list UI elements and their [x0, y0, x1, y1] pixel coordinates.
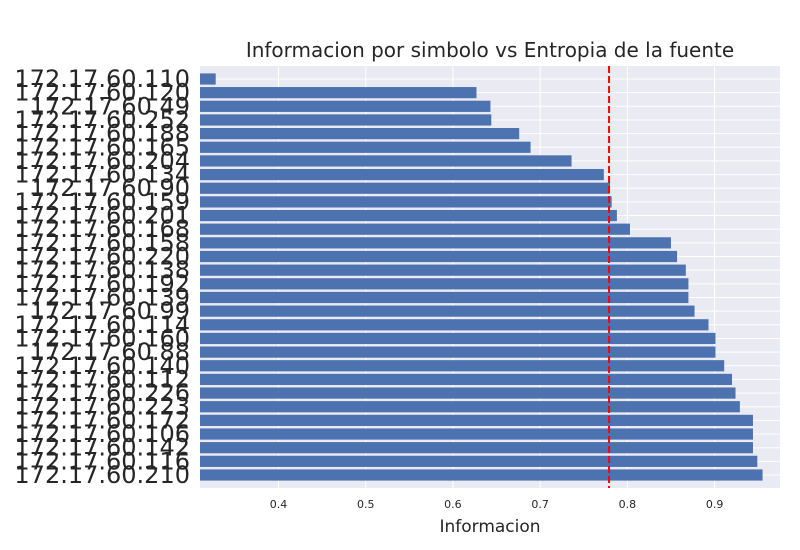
x-tick-label: 0.9	[706, 498, 724, 511]
y-tick-label: 172.17.60.110	[14, 65, 190, 93]
x-tick-label: 0.5	[357, 498, 375, 511]
bar	[200, 332, 716, 345]
y-tick-labels: 172.17.60.110172.17.60.120172.17.60.4917…	[14, 65, 190, 489]
bar	[200, 291, 689, 304]
y-tick-label: 172.17.60.192	[14, 270, 190, 298]
bar	[200, 100, 491, 112]
chart-title: Informacion por simbolo vs Entropia de l…	[246, 38, 734, 62]
bars	[200, 73, 763, 481]
bar	[200, 141, 531, 153]
y-tick-label: 172.17.60.142	[14, 434, 190, 462]
y-tick-label: 172.17.60.159	[14, 188, 190, 216]
bar	[200, 360, 725, 372]
x-axis-label: Informacion	[439, 517, 540, 537]
y-tick-label: 172.17.60.106	[14, 420, 190, 448]
bar	[200, 305, 695, 317]
bar	[200, 168, 604, 181]
bar	[200, 223, 630, 235]
bar	[200, 428, 753, 440]
y-tick-label: 172.17.60.90	[30, 174, 190, 202]
x-tick-label: 0.7	[531, 498, 549, 511]
bar	[200, 87, 477, 99]
x-tick-labels: 0.4 0.5 0.6 0.7 0.8 0.9	[270, 498, 724, 511]
x-tick-label: 0.4	[270, 498, 288, 511]
bar	[200, 73, 216, 85]
y-tick-label: 172.17.60.140	[14, 352, 190, 380]
bar	[200, 442, 753, 454]
y-tick-label: 172.17.60.188	[14, 120, 190, 148]
y-tick-label: 172.17.60.204	[14, 147, 190, 175]
bar	[200, 469, 763, 481]
bar	[200, 387, 736, 399]
y-tick-label: 172.17.60.114	[14, 311, 190, 339]
y-tick-label: 172.17.60.220	[14, 243, 190, 271]
bar	[200, 414, 753, 426]
y-tick-label: 172.17.60.112	[14, 365, 190, 393]
y-tick-label: 172.17.60.138	[14, 256, 190, 284]
bar	[200, 250, 678, 263]
bar	[200, 278, 689, 290]
y-tick-label: 172.17.60.172	[14, 406, 190, 434]
bar	[200, 346, 716, 358]
y-tick-label: 172.17.60.226	[14, 379, 190, 407]
bar	[200, 114, 492, 126]
y-tick-label: 172.17.60.223	[14, 393, 190, 421]
bar	[200, 182, 610, 194]
y-tick-label: 172.17.60.134	[14, 161, 190, 189]
x-tick-label: 0.6	[444, 498, 462, 511]
bar	[200, 196, 612, 208]
y-tick-label: 172.17.60.116	[14, 447, 190, 475]
bar	[200, 319, 709, 331]
y-tick-label: 172.17.60.168	[14, 215, 190, 243]
y-tick-label: 172.17.60.165	[14, 133, 190, 161]
y-tick-label: 172.17.60.201	[14, 202, 190, 230]
y-tick-label: 172.17.60.88	[30, 338, 190, 366]
bar	[200, 373, 733, 386]
bar	[200, 128, 520, 140]
y-tick-label: 172.17.60.49	[30, 92, 190, 120]
y-tick-label: 172.17.60.120	[14, 79, 190, 107]
y-tick-label: 172.17.60.139	[14, 283, 190, 311]
y-tick-label: 172.17.60.160	[14, 324, 190, 352]
y-tick-label: 172.17.60.158	[14, 229, 190, 257]
bar	[200, 455, 758, 467]
bar	[200, 155, 572, 167]
y-tick-label: 172.17.60.252	[14, 106, 190, 134]
bar	[200, 209, 617, 222]
bar	[200, 237, 671, 249]
bar	[200, 401, 740, 413]
x-tick-label: 0.8	[619, 498, 637, 511]
bar	[200, 264, 686, 276]
y-tick-label: 172.17.60.99	[30, 297, 190, 325]
y-tick-label: 172.17.60.210	[14, 461, 190, 489]
